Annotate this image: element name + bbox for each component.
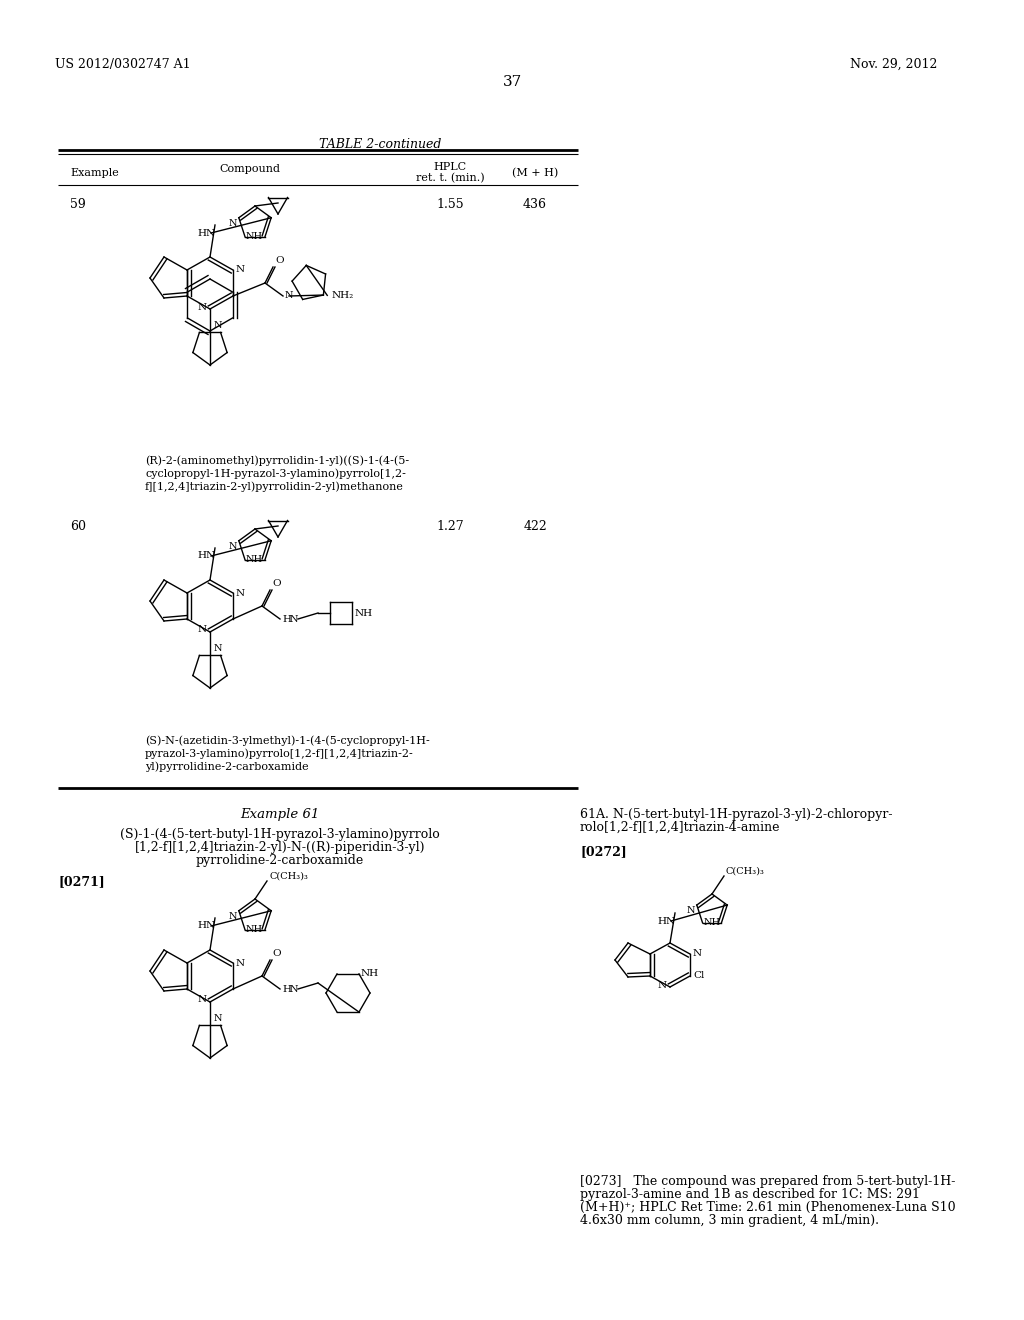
Text: N: N bbox=[198, 626, 207, 635]
Text: (R)-2-(aminomethyl)pyrrolidin-1-yl)((S)-1-(4-(5-: (R)-2-(aminomethyl)pyrrolidin-1-yl)((S)-… bbox=[145, 455, 410, 466]
Text: N: N bbox=[290, 985, 299, 994]
Text: N: N bbox=[686, 906, 694, 915]
Text: pyrazol-3-ylamino)pyrrolo[1,2-f][1,2,4]triazin-2-: pyrazol-3-ylamino)pyrrolo[1,2-f][1,2,4]t… bbox=[145, 748, 414, 759]
Text: N: N bbox=[285, 292, 294, 301]
Text: pyrrolidine-2-carboxamide: pyrrolidine-2-carboxamide bbox=[196, 854, 365, 867]
Text: ret. t. (min.): ret. t. (min.) bbox=[416, 173, 484, 183]
Text: N: N bbox=[290, 615, 299, 623]
Text: 37: 37 bbox=[503, 75, 521, 88]
Text: N: N bbox=[214, 321, 222, 330]
Text: HN: HN bbox=[197, 552, 215, 561]
Text: US 2012/0302747 A1: US 2012/0302747 A1 bbox=[55, 58, 190, 71]
Text: O: O bbox=[275, 256, 284, 265]
Text: cyclopropyl-1H-pyrazol-3-ylamino)pyrrolo[1,2-: cyclopropyl-1H-pyrazol-3-ylamino)pyrrolo… bbox=[145, 469, 406, 479]
Text: [1,2-f][1,2,4]triazin-2-yl)-N-((R)-piperidin-3-yl): [1,2-f][1,2,4]triazin-2-yl)-N-((R)-piper… bbox=[135, 841, 425, 854]
Text: 422: 422 bbox=[523, 520, 547, 533]
Text: 4.6x30 mm column, 3 min gradient, 4 mL/min).: 4.6x30 mm column, 3 min gradient, 4 mL/m… bbox=[580, 1214, 879, 1228]
Text: HPLC: HPLC bbox=[433, 162, 467, 172]
Text: Example 61: Example 61 bbox=[241, 808, 319, 821]
Text: H: H bbox=[282, 615, 291, 623]
Text: N: N bbox=[657, 981, 667, 990]
Text: C(CH₃)₃: C(CH₃)₃ bbox=[269, 873, 308, 880]
Text: f][1,2,4]triazin-2-yl)pyrrolidin-2-yl)methanone: f][1,2,4]triazin-2-yl)pyrrolidin-2-yl)me… bbox=[145, 480, 403, 491]
Text: [0271]: [0271] bbox=[58, 875, 104, 888]
Text: H: H bbox=[282, 985, 291, 994]
Text: N: N bbox=[214, 644, 222, 653]
Text: 61A. N-(5-tert-butyl-1H-pyrazol-3-yl)-2-chloropyr-: 61A. N-(5-tert-butyl-1H-pyrazol-3-yl)-2-… bbox=[580, 808, 893, 821]
Text: N: N bbox=[693, 949, 702, 958]
Text: N: N bbox=[236, 265, 245, 275]
Text: NH: NH bbox=[355, 609, 373, 618]
Text: N: N bbox=[236, 589, 245, 598]
Text: TABLE 2-continued: TABLE 2-continued bbox=[318, 139, 441, 150]
Text: [0273]   The compound was prepared from 5-tert-butyl-1H-: [0273] The compound was prepared from 5-… bbox=[580, 1175, 955, 1188]
Text: O: O bbox=[272, 579, 281, 587]
Text: Compound: Compound bbox=[219, 164, 281, 174]
Text: NH: NH bbox=[361, 969, 379, 978]
Text: (M+H)⁺; HPLC Ret Time: 2.61 min (Phenomenex-Luna S10: (M+H)⁺; HPLC Ret Time: 2.61 min (Phenome… bbox=[580, 1201, 955, 1214]
Text: NH: NH bbox=[246, 925, 263, 935]
Text: (S)-N-(azetidin-3-ylmethyl)-1-(4-(5-cyclopropyl-1H-: (S)-N-(azetidin-3-ylmethyl)-1-(4-(5-cycl… bbox=[145, 735, 430, 746]
Text: O: O bbox=[272, 949, 281, 958]
Text: 59: 59 bbox=[70, 198, 86, 211]
Text: N: N bbox=[214, 1014, 222, 1023]
Text: (S)-1-(4-(5-tert-butyl-1H-pyrazol-3-ylamino)pyrrolo: (S)-1-(4-(5-tert-butyl-1H-pyrazol-3-ylam… bbox=[120, 828, 440, 841]
Text: N: N bbox=[228, 541, 237, 550]
Text: Nov. 29, 2012: Nov. 29, 2012 bbox=[850, 58, 937, 71]
Text: NH₂: NH₂ bbox=[331, 290, 353, 300]
Text: C(CH₃)₃: C(CH₃)₃ bbox=[726, 867, 765, 876]
Text: 1.27: 1.27 bbox=[436, 520, 464, 533]
Text: 60: 60 bbox=[70, 520, 86, 533]
Text: N: N bbox=[198, 995, 207, 1005]
Text: rolo[1,2-f][1,2,4]triazin-4-amine: rolo[1,2-f][1,2,4]triazin-4-amine bbox=[580, 821, 780, 834]
Text: 436: 436 bbox=[523, 198, 547, 211]
Text: NH: NH bbox=[246, 556, 263, 564]
Text: N: N bbox=[228, 912, 237, 921]
Text: N: N bbox=[198, 302, 207, 312]
Text: 1.55: 1.55 bbox=[436, 198, 464, 211]
Text: N: N bbox=[236, 958, 245, 968]
Text: Cl: Cl bbox=[693, 972, 705, 981]
Text: (M + H): (M + H) bbox=[512, 168, 558, 178]
Text: N: N bbox=[228, 219, 237, 228]
Text: [0272]: [0272] bbox=[580, 845, 627, 858]
Text: HN: HN bbox=[657, 916, 675, 925]
Text: Example: Example bbox=[70, 168, 119, 178]
Text: HN: HN bbox=[197, 921, 215, 931]
Text: HN: HN bbox=[197, 228, 215, 238]
Text: NH: NH bbox=[246, 232, 263, 242]
Text: pyrazol-3-amine and 1B as described for 1C: MS: 291: pyrazol-3-amine and 1B as described for … bbox=[580, 1188, 920, 1201]
Text: yl)pyrrolidine-2-carboxamide: yl)pyrrolidine-2-carboxamide bbox=[145, 762, 308, 772]
Text: NH: NH bbox=[703, 919, 721, 928]
